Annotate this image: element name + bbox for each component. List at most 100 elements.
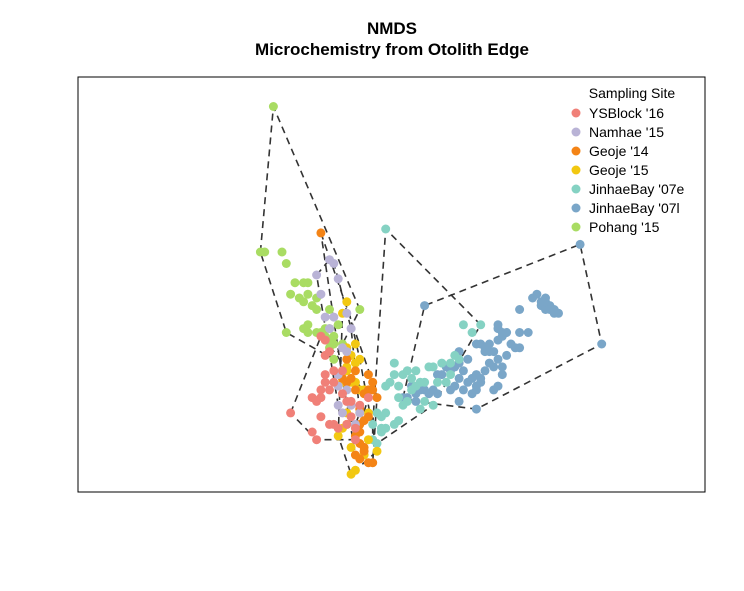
point-jinhaebay-07l [411,396,421,406]
point-ysblock-16 [338,389,347,399]
legend-swatch [571,203,581,213]
point-geoje-14 [368,458,378,468]
point-geoje-15 [372,446,382,456]
legend-item-geoje-14: Geoje '14 [571,143,649,159]
point-jinhaebay-07e [368,419,378,429]
point-ysblock-16 [355,400,365,410]
legend-swatch [571,165,581,175]
point-namhae-15 [325,324,334,334]
legend-label: Namhae '15 [589,124,664,140]
point-jinhaebay-07l [480,347,490,357]
point-jinhaebay-07l [493,381,503,391]
point-pohang-15 [290,278,300,288]
chart-title: NMDS [366,19,418,38]
point-jinhaebay-07e [446,358,455,368]
point-jinhaebay-07l [428,385,438,395]
point-jinhaebay-07e [433,377,442,387]
point-geoje-14 [342,354,352,364]
legend-label: JinhaeBay '07l [589,200,680,216]
point-jinhaebay-07e [402,396,412,406]
legend-title: Sampling Site [589,85,676,101]
legend-swatch [571,108,581,118]
point-jinhaebay-07e [394,416,404,426]
point-jinhaebay-07e [389,370,399,380]
point-pohang-15 [333,320,343,330]
point-jinhaebay-07l [497,370,507,380]
legend-swatch [571,222,581,232]
point-jinhaebay-07e [437,358,447,368]
point-jinhaebay-07e [394,381,404,391]
legend-label: Pohang '15 [589,219,660,235]
point-pohang-15 [312,305,322,314]
point-geoje-15 [355,354,365,364]
point-jinhaebay-07l [575,239,585,249]
legend-swatch [571,184,581,194]
point-ysblock-16 [346,396,356,406]
point-geoje-15 [350,339,360,349]
point-jinhaebay-07l [471,404,481,414]
legend-item-jinhaebay-07l: JinhaeBay '07l [571,200,680,216]
point-jinhaebay-07e [376,423,386,433]
point-jinhaebay-07e [420,377,430,387]
point-ysblock-16 [307,427,317,437]
point-jinhaebay-07e [441,377,451,387]
point-jinhaebay-07l [467,373,477,383]
point-pohang-15 [281,328,291,337]
legend-item-namhae-15: Namhae '15 [571,124,664,140]
point-jinhaebay-07l [484,358,494,368]
point-jinhaebay-07l [493,320,503,330]
point-pohang-15 [329,354,339,364]
point-namhae-15 [333,400,343,410]
point-geoje-14 [350,366,360,376]
point-jinhaebay-07e [428,400,438,410]
point-geoje-15 [333,431,343,441]
point-jinhaebay-07e [372,439,382,448]
point-namhae-15 [320,312,330,322]
point-namhae-15 [333,274,343,284]
point-geoje-14 [355,454,365,464]
point-jinhaebay-07e [381,224,391,234]
point-jinhaebay-07e [454,354,464,364]
point-geoje-15 [346,442,356,452]
point-pohang-15 [268,102,278,111]
point-pohang-15 [299,297,309,307]
point-jinhaebay-07l [484,339,494,349]
point-namhae-15 [342,308,352,318]
point-namhae-15 [329,259,339,268]
point-geoje-15 [363,435,373,445]
point-geoje-14 [372,393,382,403]
point-jinhaebay-07l [489,347,499,357]
point-jinhaebay-07e [476,320,486,330]
plot-frame [77,76,706,493]
point-jinhaebay-07l [536,297,546,307]
point-pohang-15 [303,328,313,337]
point-ysblock-16 [312,435,322,445]
point-geoje-15 [346,469,356,479]
point-jinhaebay-07e [420,396,430,406]
legend-label: Geoje '14 [589,143,649,159]
point-ysblock-16 [329,366,339,376]
point-jinhaebay-07l [597,339,607,349]
chart-subtitle: Microchemistry from Otolith Edge [255,40,529,59]
point-namhae-15 [316,289,326,299]
point-namhae-15 [355,408,365,418]
point-ysblock-16 [325,419,334,429]
point-pohang-15 [325,305,334,314]
point-geoje-14 [359,446,369,456]
legend-swatch [571,127,581,137]
point-jinhaebay-07e [394,393,404,403]
point-ysblock-16 [342,419,352,429]
point-pohang-15 [329,339,339,349]
point-ysblock-16 [325,347,334,357]
point-jinhaebay-07l [463,354,473,364]
point-ysblock-16 [333,423,343,433]
point-jinhaebay-07e [402,366,412,376]
legend-label: JinhaeBay '07e [589,181,685,197]
point-jinhaebay-07e [381,408,391,418]
point-geoje-14 [316,228,326,238]
legend-item-jinhaebay-07e: JinhaeBay '07e [571,181,685,197]
point-jinhaebay-07l [502,328,512,337]
point-pohang-15 [303,278,313,288]
point-jinhaebay-07l [528,293,538,303]
point-jinhaebay-07l [458,366,468,376]
